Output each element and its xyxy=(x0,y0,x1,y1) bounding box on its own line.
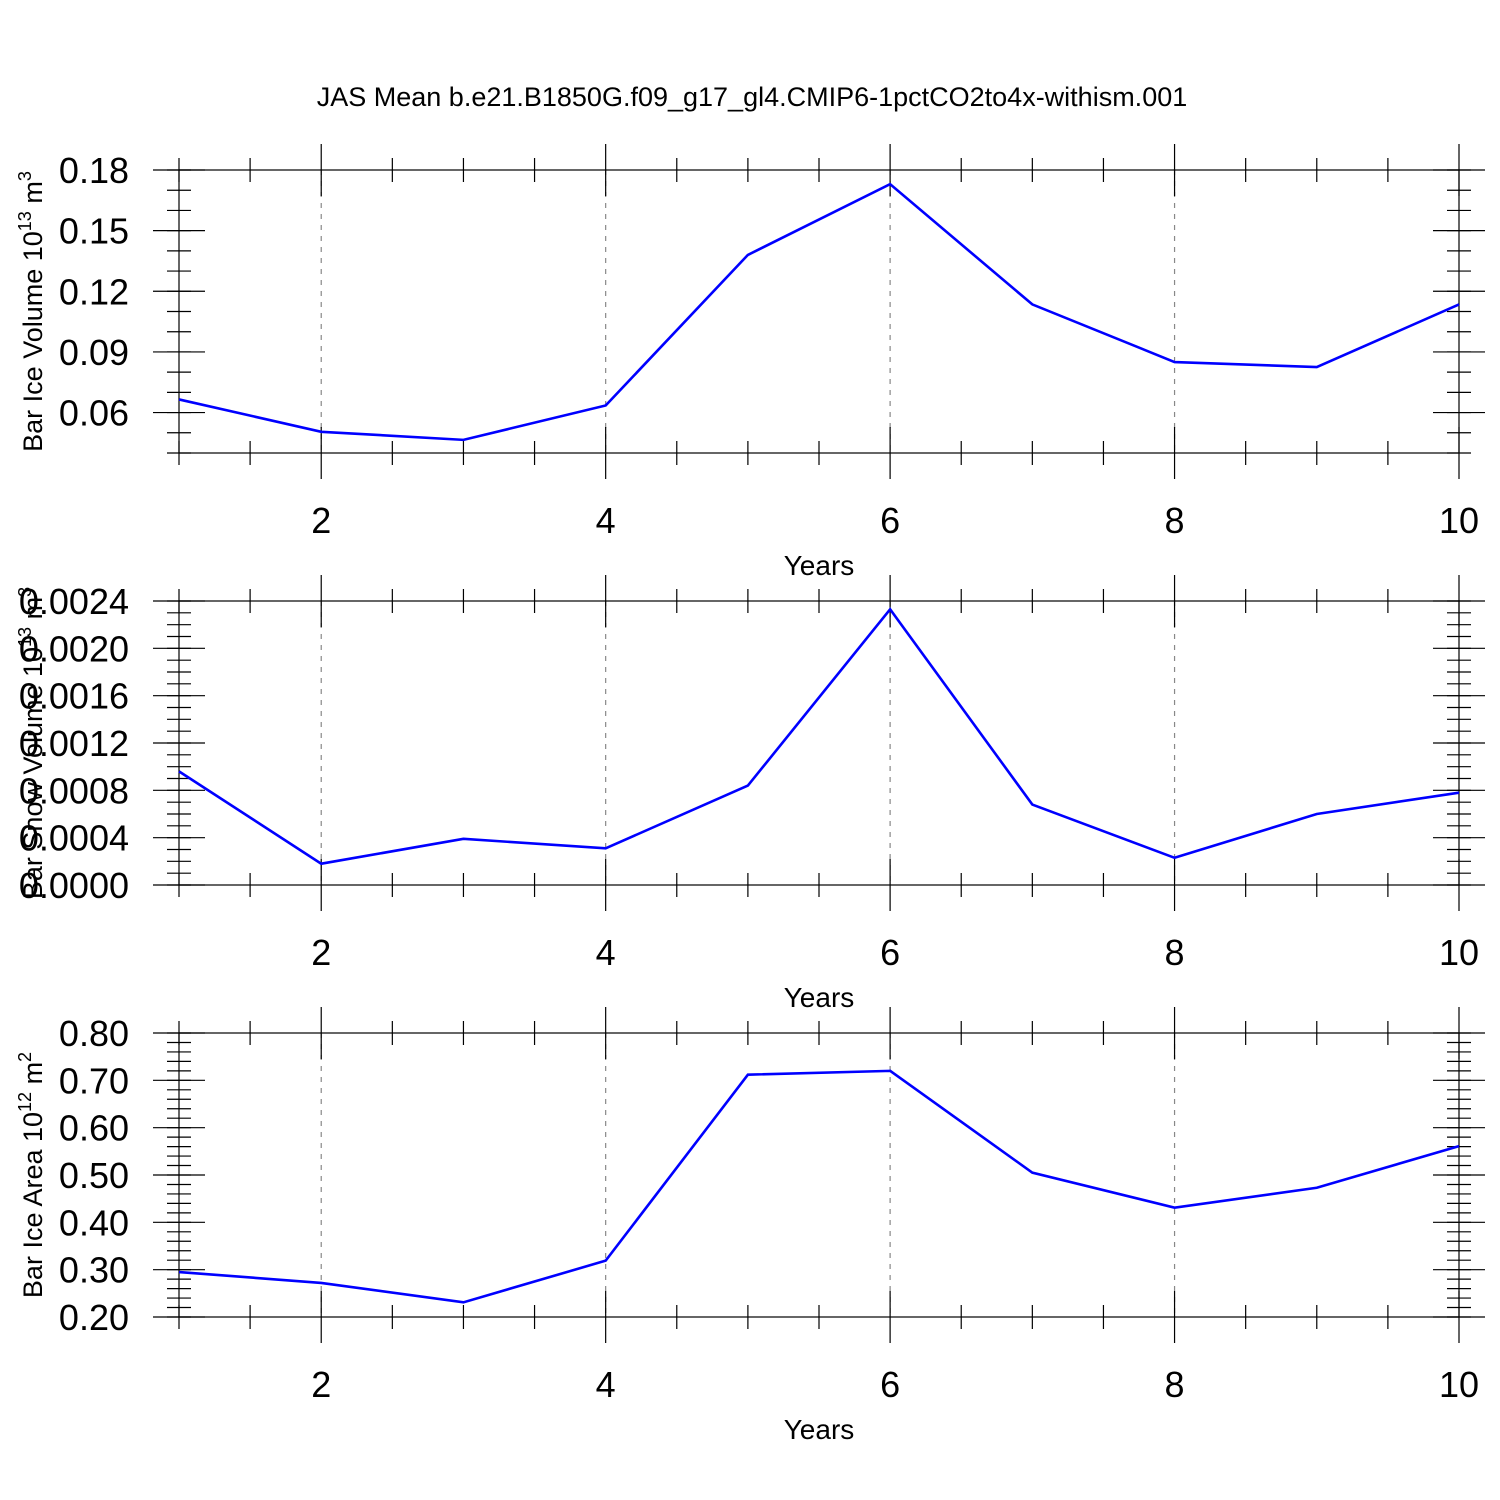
chart-panel-2: 0.0000 0.0004 0.0008 0.0012 0.0016 0.0020 0.00… xyxy=(15,575,1485,1013)
y-tick-label: 0.60 xyxy=(59,1108,129,1149)
y-tick-label: 0.06 xyxy=(59,393,129,434)
x-tick-label: 2 xyxy=(311,500,331,541)
x-tick-label: 4 xyxy=(596,932,616,973)
y-axis-label-unit-exponent: 2 xyxy=(15,1052,35,1062)
x-tick-label: 10 xyxy=(1439,500,1479,541)
y-axis-label-exponent: 13 xyxy=(15,211,35,231)
chart-panel-3: 0.20 0.30 0.40 0.50 0.60 0.70 0.80 2 4 6 8 10 Years B… xyxy=(15,1007,1485,1445)
y-axis-label-unit-exponent: 3 xyxy=(15,171,35,181)
series-line xyxy=(178,607,1460,866)
y-axis-label: Bar Ice Area 1012 m2 xyxy=(15,1052,48,1298)
plot-frame xyxy=(178,600,1460,886)
x-axis-label: Years xyxy=(784,982,855,1013)
y-tick-label: 0.0024 xyxy=(19,581,129,622)
y-axis-label-text: Bar Ice Area 10 xyxy=(18,1112,48,1298)
y-tick-label: 0.09 xyxy=(59,332,129,373)
y-axis-label-unit: m xyxy=(18,181,48,211)
y-tick-label: 0.18 xyxy=(59,150,129,191)
series-line xyxy=(178,182,1460,442)
y-tick-label: 0.20 xyxy=(59,1297,129,1338)
chart-panel-1: 0.06 0.09 0.12 0.15 0.18 2 4 6 8 10 Years Bar Ice V… xyxy=(15,144,1485,581)
y-axis-label-unit-exponent: 3 xyxy=(15,587,35,597)
y-axis-label-unit: m xyxy=(18,1062,48,1092)
figure-title: JAS Mean b.e21.B1850G.f09_g17_gl4.CMIP6-… xyxy=(317,82,1188,112)
x-tick-label: 8 xyxy=(1165,932,1185,973)
y-tick-label: 0.0016 xyxy=(19,676,129,717)
y-axis-label-exponent: 13 xyxy=(15,627,35,647)
x-tick-label: 4 xyxy=(596,500,616,541)
series-line xyxy=(178,1069,1460,1304)
y-tick-label: 0.70 xyxy=(59,1060,129,1101)
y-axis-label-text: Bar Snow Volume 10 xyxy=(18,647,48,899)
y-axis-label-exponent: 12 xyxy=(15,1092,35,1112)
y-tick-label: 0.80 xyxy=(59,1013,129,1054)
y-tick-label: 0.15 xyxy=(59,211,129,252)
y-tick-label: 0.12 xyxy=(59,271,129,312)
x-tick-label: 2 xyxy=(311,1364,331,1405)
x-tick-label: 6 xyxy=(880,932,900,973)
y-axis-label: Bar Ice Volume 1013 m3 xyxy=(15,171,48,452)
x-tick-label: 8 xyxy=(1165,500,1185,541)
y-tick-label: 0.0000 xyxy=(19,865,129,906)
plot-frame xyxy=(178,1032,1460,1318)
x-tick-label: 8 xyxy=(1165,1364,1185,1405)
y-tick-label: 0.40 xyxy=(59,1202,129,1243)
x-tick-label: 2 xyxy=(311,932,331,973)
y-tick-label: 0.30 xyxy=(59,1250,129,1291)
x-axis-label: Years xyxy=(784,550,855,581)
y-tick-label: 0.50 xyxy=(59,1155,129,1196)
x-axis-label: Years xyxy=(784,1414,855,1445)
x-tick-label: 6 xyxy=(880,1364,900,1405)
y-tick-label: 0.0004 xyxy=(19,818,129,859)
y-tick-label: 0.0012 xyxy=(19,723,129,764)
x-tick-label: 4 xyxy=(596,1364,616,1405)
x-tick-label: 10 xyxy=(1439,1364,1479,1405)
plot-frame xyxy=(178,169,1460,454)
y-tick-label: 0.0008 xyxy=(19,770,129,811)
y-axis-label-text: Bar Ice Volume 10 xyxy=(18,231,48,452)
y-axis-label-unit: m xyxy=(18,597,48,627)
x-tick-label: 10 xyxy=(1439,932,1479,973)
y-tick-label: 0.0020 xyxy=(19,628,129,669)
y-axis-label: Bar Snow Volume 1013 m3 xyxy=(15,587,48,899)
x-tick-label: 6 xyxy=(880,500,900,541)
